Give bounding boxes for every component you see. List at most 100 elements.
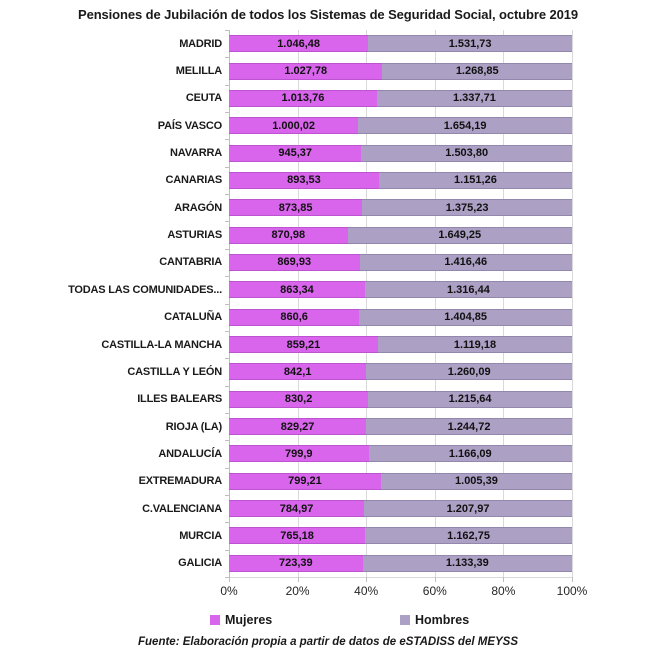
category-axis-tick [225,577,229,578]
category-label: EXTREMADURA [138,475,223,488]
x-axis-tick [229,577,230,582]
bar-row: 873,85 1.375,23 [229,194,572,221]
bar-segment-hombres: 1.531,73 [368,35,572,53]
category-axis-tick [225,467,229,469]
category-label: ANDALUCÍA [158,447,222,460]
bar-row: 842,1 1.260,09 [229,358,572,385]
category-axis-tick [225,194,229,196]
bar-segment-mujeres: 863,34 [229,281,365,299]
bar-row: 859,21 1.119,18 [229,331,572,358]
bar-segment-hombres: 1.649,25 [347,226,572,244]
category-axis-tick [225,440,229,442]
x-axis-tick [366,577,368,582]
bar-row: 1.046,48 1.531,73 [229,30,572,57]
category-label: NAVARRA [170,147,222,160]
category-axis-tick [225,84,229,86]
gridline [503,30,505,577]
category-axis-tick [225,276,229,278]
bar-row: 1.013,76 1.337,71 [229,85,572,112]
bar-segment-hombres: 1.268,85 [382,62,572,80]
x-axis-tick-label: 20% [285,584,310,598]
category-label: MELILLA [175,65,222,78]
category-label: CATALUÑA [164,311,222,324]
x-axis-tick-label: 40% [354,584,379,598]
bar-segment-hombres: 1.337,71 [376,89,572,107]
category-label: MADRID [179,37,222,50]
x-axis-tick-label: 80% [491,584,516,598]
x-axis-tick-label: 60% [422,584,447,598]
bar-row: 869,93 1.416,46 [229,249,572,276]
legend-item-mujeres: Mujeres [210,613,272,627]
x-axis-line [229,577,573,578]
category-axis-line [229,30,230,577]
category-axis-tick [225,412,229,414]
bar-segment-hombres: 1.654,19 [358,117,572,135]
category-label: CANTABRIA [159,256,222,269]
bar-segment-mujeres: 870,98 [229,226,348,244]
bar-row: 1.000,02 1.654,19 [229,112,572,139]
category-label: C.VALENCIANA [142,502,222,515]
category-axis-tick [225,494,229,496]
category-axis-tick [225,57,229,59]
bar-segment-mujeres: 859,21 [229,336,378,354]
bar-row: 860,6 1.404,85 [229,304,572,331]
category-label: CEUTA [185,92,222,105]
bar-row: 893,53 1.151,26 [229,167,572,194]
category-label: ASTURIAS [167,229,222,242]
bar-segment-mujeres: 784,97 [229,500,365,518]
bar-row: 863,34 1.316,44 [229,276,572,303]
category-axis-tick [225,248,229,250]
category-axis-tick [225,522,229,524]
bar-segment-hombres: 1.151,26 [378,171,572,189]
gridline [572,30,573,577]
bar-row: 765,18 1.162,75 [229,522,572,549]
category-label: ILLES BALEARS [137,393,222,406]
bar-segment-hombres: 1.503,80 [361,144,572,162]
bar-segment-hombres: 1.215,64 [368,390,572,408]
bar-row: 799,9 1.166,09 [229,440,572,467]
x-axis-tick [434,577,436,582]
bar-row: 799,21 1.005,39 [229,468,572,495]
gridline [434,30,436,577]
bar-row: 870,98 1.649,25 [229,221,572,248]
legend-item-hombres: Hombres [400,613,469,627]
bar-segment-mujeres: 799,21 [229,472,381,490]
category-axis-tick [225,330,229,332]
chart-title: Pensiones de Jubilación de todos los Sis… [78,7,578,22]
bar-segment-mujeres: 893,53 [229,171,379,189]
bar-segment-hombres: 1.207,97 [364,500,572,518]
bar-segment-mujeres: 799,9 [229,445,369,463]
plot-area: 1.046,48 1.531,73 1.027,78 1.268,85 1.013,76… [225,30,573,578]
bar-segment-mujeres: 860,6 [229,308,360,326]
category-axis-tick [225,221,229,223]
gridline [297,30,299,577]
category-label: CASTILLA Y LEÓN [127,365,222,378]
x-axis-tick [572,577,573,582]
bar-row: 945,37 1.503,80 [229,139,572,166]
bar-segment-mujeres: 1.027,78 [229,62,383,80]
bar-segment-hombres: 1.316,44 [364,281,572,299]
category-axis-tick [225,139,229,141]
bar-segment-hombres: 1.166,09 [368,445,572,463]
bar-segment-mujeres: 873,85 [229,199,363,217]
bar-row: 723,39 1.133,39 [229,550,572,577]
bar-segment-mujeres: 829,27 [229,418,367,436]
bar-row: 829,27 1.244,72 [229,413,572,440]
category-axis-tick [225,166,229,168]
bar-segment-hombres: 1.260,09 [366,363,572,381]
bar-segment-mujeres: 830,2 [229,390,369,408]
bar-segment-hombres: 1.162,75 [365,527,572,545]
bar-segment-hombres: 1.119,18 [377,336,572,354]
gridline [366,30,368,577]
category-label: RIOJA (LA) [165,420,222,433]
bar-segment-mujeres: 1.013,76 [229,89,377,107]
bar-segment-mujeres: 869,93 [229,253,360,271]
category-label: CANARIAS [165,174,223,187]
category-label: CASTILLA-LA MANCHA [101,338,222,351]
legend-label-hombres: Hombres [415,613,470,627]
bar-segment-hombres: 1.416,46 [359,253,572,271]
category-label: MURCIA [179,529,222,542]
category-axis-tick [225,30,229,31]
category-axis-tick [225,549,229,551]
category-label: GALICIA [178,557,222,570]
